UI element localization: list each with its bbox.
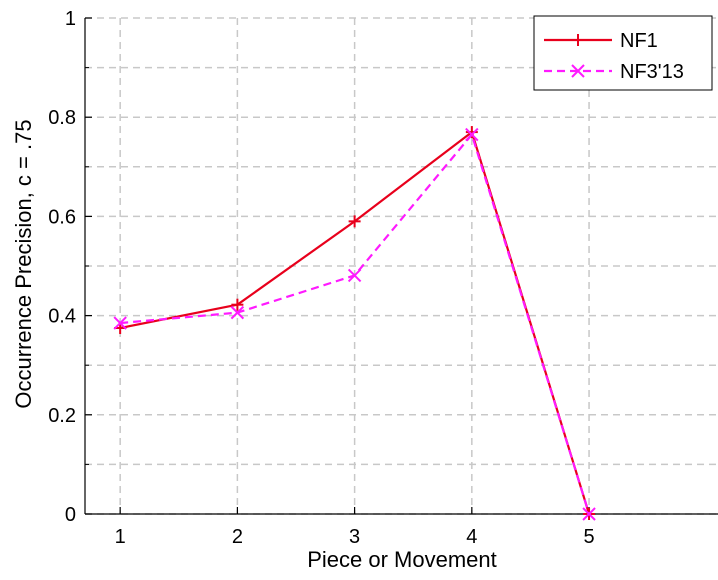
x-axis-title: Piece or Movement xyxy=(307,547,497,572)
series-2-point-5 xyxy=(582,507,596,521)
y-tick-label-2: 0.2 xyxy=(48,405,76,427)
legend-label-series-1: NF1 xyxy=(620,30,658,52)
y-axis-title: Occurrence Precision, c = .75 xyxy=(11,119,36,408)
legend: NF1 NF3'13 xyxy=(533,15,713,91)
series-2-point-2 xyxy=(230,305,245,320)
legend-samples xyxy=(544,34,612,78)
legend-marker-series-2-d2 xyxy=(571,64,585,78)
legend-marker-series-2 xyxy=(571,64,585,78)
x-tick-label-4: 4 xyxy=(466,526,477,548)
series-2-point-1-d2 xyxy=(113,316,127,330)
series-1-point-3 xyxy=(348,215,361,228)
series-2-point-3-d2 xyxy=(347,268,362,283)
legend-label-series-2: NF3'13 xyxy=(620,61,684,83)
legend-box xyxy=(533,15,713,91)
series-1-point-2 xyxy=(231,298,244,311)
x-tick-label-1: 1 xyxy=(115,526,126,548)
x-tick-label-2: 2 xyxy=(232,526,243,548)
y-tick-labels: 0 0.2 0.4 0.6 0.8 1 xyxy=(48,8,76,526)
x-tick-label-5: 5 xyxy=(583,526,594,548)
legend-marker-series-1 xyxy=(572,34,584,46)
x-tick-labels: 1 2 3 4 5 xyxy=(115,526,595,548)
y-tick-label-5: 0.8 xyxy=(48,107,76,129)
series-lines xyxy=(113,126,596,521)
y-tick-label-6: 1 xyxy=(65,8,76,30)
series-2-point-1 xyxy=(113,316,127,330)
y-tick-label-1: 0 xyxy=(65,504,76,526)
grid-lines xyxy=(85,17,718,515)
series-2-point-3 xyxy=(347,268,362,283)
series-2-point-4-d2 xyxy=(465,127,479,142)
series-2-point-4 xyxy=(465,127,479,142)
x-tick-label-3: 3 xyxy=(349,526,360,548)
y-tick-label-3: 0.4 xyxy=(48,306,76,328)
y-tick-label-4: 0.6 xyxy=(48,206,76,228)
series-2-point-5-d2 xyxy=(582,507,596,521)
series-2-point-2-d2 xyxy=(230,305,245,320)
